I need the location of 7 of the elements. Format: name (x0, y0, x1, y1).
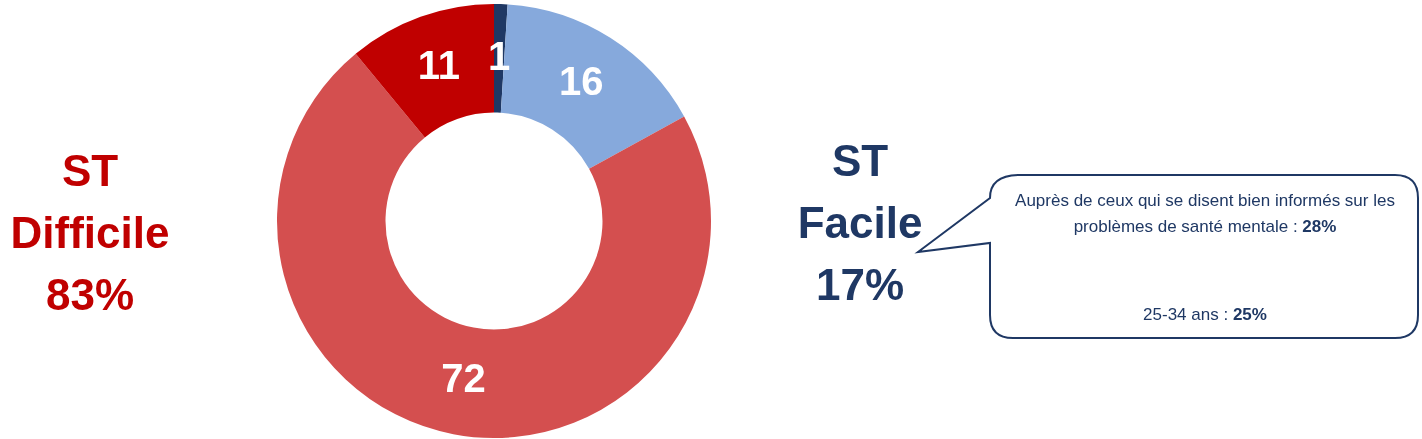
data-label: 72 (441, 355, 486, 400)
text: Auprès de ceux qui se disent bien informés sur les problèmes de santé mentale : 28% (1014, 190, 1396, 238)
text: ST Difficile 83% (9, 145, 171, 321)
text: ST Facile 17% (796, 135, 924, 311)
text: 25-34 ans : 25% (1142, 304, 1268, 326)
data-label: 16 (558, 58, 604, 103)
data-label: 11 (417, 42, 461, 87)
